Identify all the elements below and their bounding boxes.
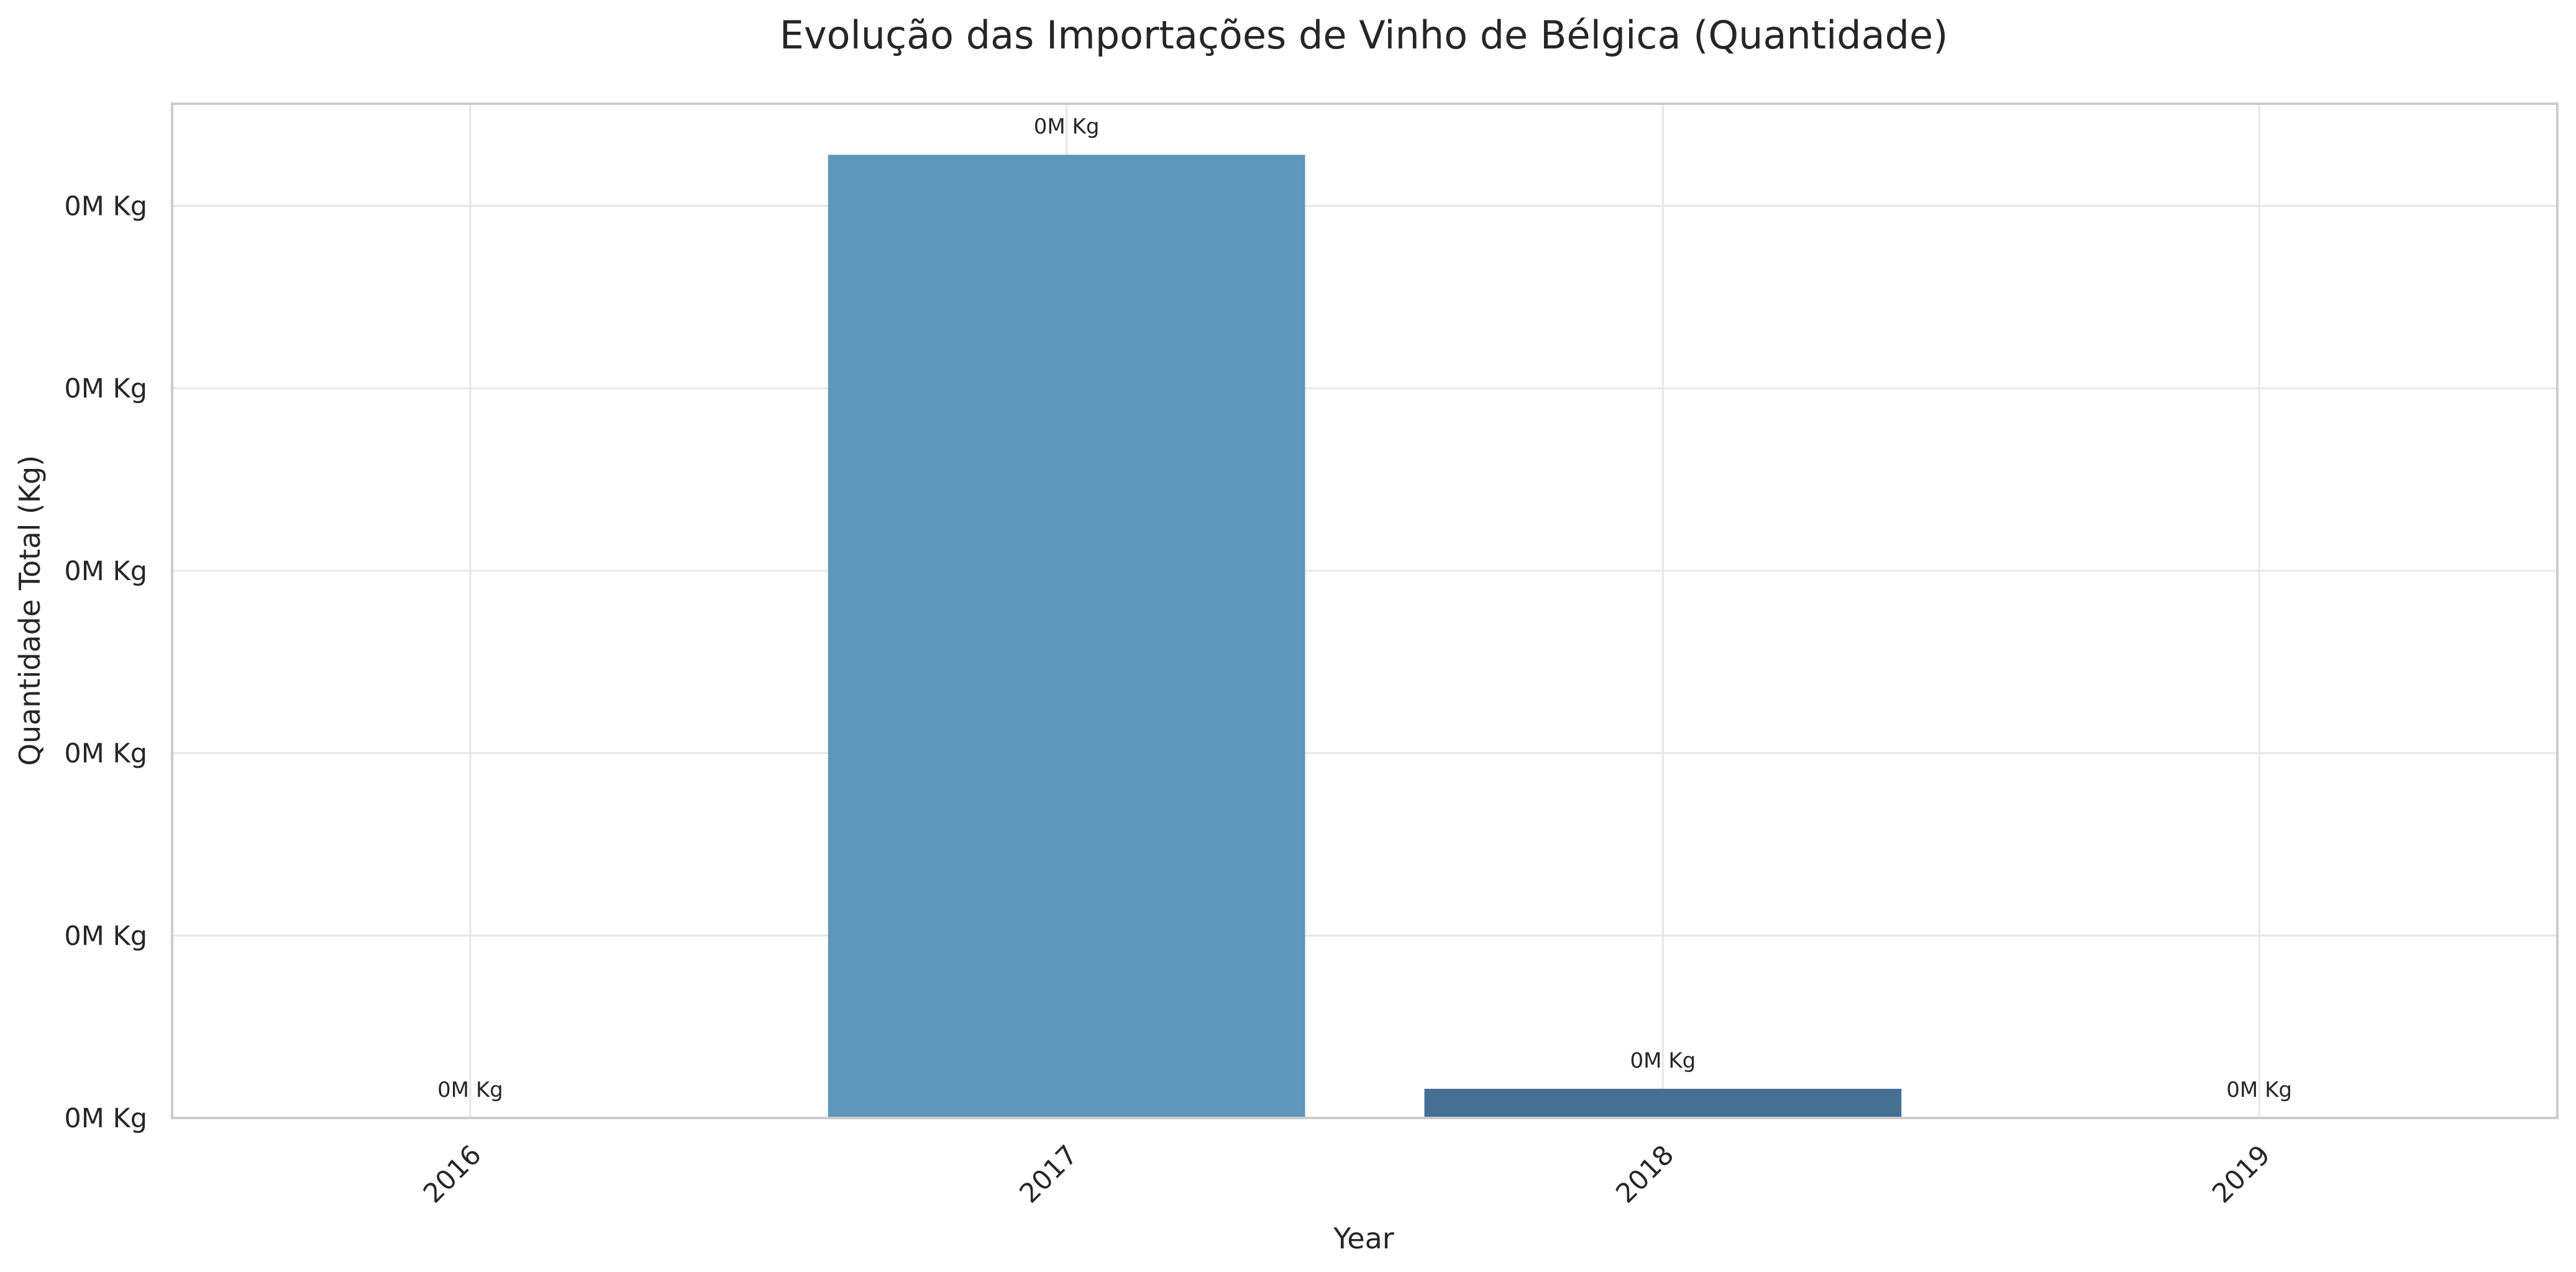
x-tick: 2016 — [418, 1139, 488, 1209]
chart-title: Evolução das Importações de Vinho de Bél… — [780, 12, 1948, 58]
y-tick-label: 0M Kg — [64, 738, 147, 770]
x-tick: 2019 — [2206, 1139, 2277, 1209]
y-axis-ticks: 0M Kg 0M Kg 0M Kg 0M Kg 0M Kg 0M Kg — [64, 191, 147, 1134]
bar-value-label: 0M Kg — [1034, 114, 1100, 139]
y-tick-label: 0M Kg — [64, 191, 147, 222]
x-tick-label: 2018 — [1610, 1139, 1680, 1209]
bar-2017 — [828, 155, 1305, 1118]
y-tick-label: 0M Kg — [64, 373, 147, 404]
y-tick-label: 0M Kg — [64, 920, 147, 952]
x-axis-label: Year — [1333, 1222, 1394, 1255]
bar-value-label: 0M Kg — [2226, 1078, 2292, 1102]
x-tick: 2018 — [1610, 1139, 1680, 1209]
data-labels: 0M Kg 0M Kg 0M Kg 0M Kg — [437, 114, 2292, 1102]
y-tick-label: 0M Kg — [64, 1103, 147, 1134]
bar-2018 — [1424, 1089, 1902, 1118]
x-tick: 2017 — [1014, 1139, 1084, 1209]
bars — [828, 155, 1902, 1118]
grid-lines — [172, 104, 2557, 1119]
x-axis-ticks: 2016 2017 2018 2019 — [418, 1139, 2277, 1209]
bar-value-label: 0M Kg — [1630, 1048, 1696, 1073]
x-tick-label: 2016 — [418, 1139, 488, 1209]
bar-value-label: 0M Kg — [437, 1078, 503, 1102]
x-tick-label: 2017 — [1014, 1139, 1084, 1209]
y-axis-label: Quantidade Total (Kg) — [13, 455, 47, 766]
x-tick-label: 2019 — [2206, 1139, 2277, 1209]
y-tick-label: 0M Kg — [64, 556, 147, 587]
plot-frame — [171, 102, 2559, 1119]
